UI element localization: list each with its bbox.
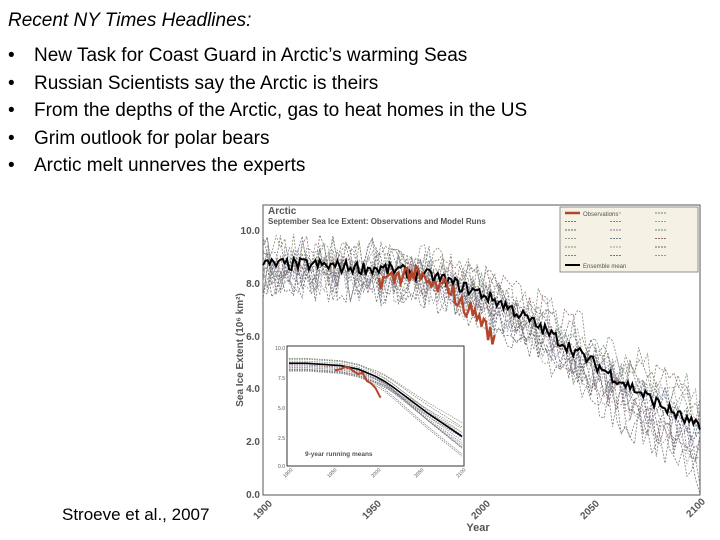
headline-item: • From the depths of the Arctic, gas to h… [8, 97, 527, 125]
inset-model-run-line [289, 360, 463, 433]
chart-subtitle: September Sea Ice Extent: Observations a… [268, 217, 486, 226]
y-tick-label: 10.0 [241, 226, 261, 237]
inset-y-tick-label: 0.0 [278, 464, 285, 470]
x-tick-label: 1900 [251, 498, 275, 522]
bullet-marker: • [8, 72, 15, 94]
model-run-line [262, 233, 701, 419]
model-run-line [262, 255, 701, 460]
headline-text: New Task for Coast Guard in Arctic’s war… [34, 45, 468, 66]
headline-item: • Russian Scientists say the Arctic is th… [8, 70, 527, 98]
inset-model-run-line [289, 368, 463, 455]
headline-text: Arctic melt unnerves the experts [34, 155, 306, 176]
inset-y-tick-label: 10.0 [275, 346, 285, 352]
headline-list: • New Task for Coast Guard in Arctic’s wa… [8, 42, 527, 180]
inset-x-tick-label: 2000 [370, 467, 382, 479]
model-run-line [262, 246, 701, 448]
bullet-marker: • [8, 155, 15, 176]
y-tick-label: 4.0 [246, 384, 260, 395]
observations-line [377, 263, 496, 345]
legend-model-entries [565, 212, 667, 256]
model-runs-layer [262, 233, 701, 494]
plot-frame [262, 204, 701, 496]
headline-text: From the depths of the Arctic, gas to he… [34, 100, 528, 121]
inset-model-run-line [289, 367, 463, 446]
bullet-marker: • [8, 100, 15, 121]
inset-model-run-line [289, 365, 463, 444]
y-axis-label: Sea Ice Extent (10⁶ km²) [235, 293, 246, 407]
inset-x-tick-label: 2100 [455, 467, 467, 479]
legend-box [559, 206, 699, 273]
inset-y-tick-label: 5.0 [278, 406, 285, 412]
inset-model-run-line [289, 369, 463, 436]
x-tick-label: 2000 [469, 498, 493, 522]
inset-y-tick-label: 2.5 [278, 436, 285, 442]
inset-model-run-line [289, 370, 463, 457]
inset-x-tick-label: 1950 [326, 467, 338, 479]
headline-text: Grim outlook for polar bears [34, 127, 270, 149]
inset-title: 9-year running means [305, 451, 373, 458]
x-tick-label: 1950 [360, 498, 384, 522]
inset-y-tick-label: 7.5 [278, 376, 285, 382]
x-tick-label: 2100 [684, 496, 708, 520]
headline-item: • Grim outlook for polar bears [8, 125, 527, 153]
chart-title: Arctic [268, 206, 297, 217]
inset-chart: 9-year running means 10.0 7.5 5.0 2.5 0.… [275, 345, 468, 479]
inset-observations-line [334, 365, 382, 399]
y-tick-label: 2.0 [246, 437, 260, 448]
model-run-line [262, 261, 701, 441]
legend: Observations Ensemble mean [559, 206, 699, 273]
inset-model-run-line [289, 358, 463, 423]
headline-item: • New Task for Coast Guard in Arctic’s wa… [8, 42, 527, 70]
bullet-marker: • [8, 45, 15, 66]
inset-model-run-line [289, 364, 463, 447]
legend-label-observations: Observations [583, 212, 618, 218]
model-run-line [262, 257, 701, 487]
inset-x-tick-label: 2050 [413, 467, 425, 479]
headline-item: • Arctic melt unnerves the experts [8, 152, 527, 180]
inset-model-run-line [289, 369, 463, 438]
y-tick-label: 8.0 [246, 279, 260, 290]
ensemble-mean-line [262, 255, 701, 430]
citation: Stroeve et al., 2007 [62, 505, 210, 524]
legend-label-ensemble-mean: Ensemble mean [583, 264, 626, 270]
y-tick-label: 6.0 [246, 332, 260, 343]
x-tick-label: 2050 [578, 498, 602, 522]
bullet-marker: • [8, 127, 15, 149]
headline-text: Russian Scientists say the Arctic is the… [34, 72, 379, 94]
inset-model-run-line [289, 358, 463, 436]
model-run-line [262, 249, 701, 460]
inset-ensemble-mean-line [289, 362, 463, 438]
x-axis-label: Year [466, 522, 490, 534]
slide-heading: Recent NY Times Headlines: [8, 10, 252, 31]
y-tick-label: 0.0 [246, 490, 260, 501]
